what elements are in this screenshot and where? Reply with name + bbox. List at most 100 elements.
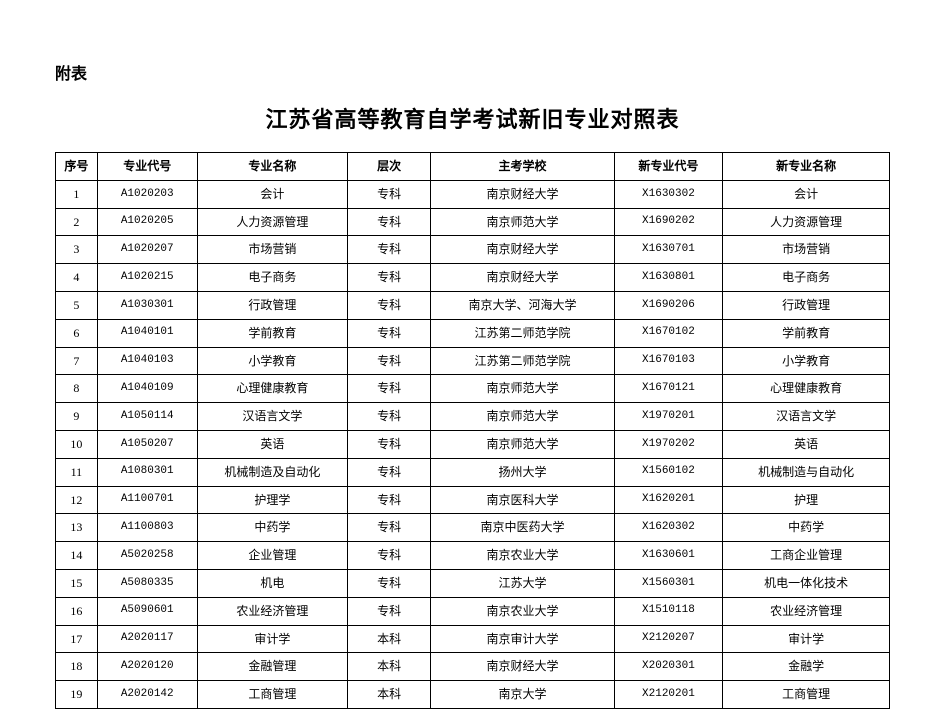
table-cell: 6 bbox=[56, 319, 98, 347]
table-cell: 专科 bbox=[347, 542, 430, 570]
table-row: 18A2020120金融管理本科南京财经大学X2020301金融学 bbox=[56, 653, 890, 681]
table-cell: 18 bbox=[56, 653, 98, 681]
table-cell: A2020142 bbox=[97, 681, 197, 709]
table-row: 16A5090601农业经济管理专科南京农业大学X1510118农业经济管理 bbox=[56, 597, 890, 625]
table-cell: 机械制造与自动化 bbox=[723, 458, 890, 486]
table-cell: 审计学 bbox=[197, 625, 347, 653]
table-cell: 专科 bbox=[347, 486, 430, 514]
table-cell: 13 bbox=[56, 514, 98, 542]
table-row: 13A1100803中药学专科南京中医药大学X1620302中药学 bbox=[56, 514, 890, 542]
table-cell: 工商企业管理 bbox=[723, 542, 890, 570]
table-cell: 专科 bbox=[347, 514, 430, 542]
table-row: 8A1040109心理健康教育专科南京师范大学X1670121心理健康教育 bbox=[56, 375, 890, 403]
table-cell: X1620302 bbox=[614, 514, 722, 542]
table-cell: 护理学 bbox=[197, 486, 347, 514]
table-cell: 专科 bbox=[347, 403, 430, 431]
table-cell: X1690202 bbox=[614, 208, 722, 236]
table-cell: A1100701 bbox=[97, 486, 197, 514]
table-cell: 江苏大学 bbox=[431, 569, 614, 597]
table-cell: X1630801 bbox=[614, 264, 722, 292]
table-cell: A1100803 bbox=[97, 514, 197, 542]
table-cell: 护理 bbox=[723, 486, 890, 514]
table-cell: 电子商务 bbox=[197, 264, 347, 292]
table-cell: 15 bbox=[56, 569, 98, 597]
table-cell: 南京农业大学 bbox=[431, 542, 614, 570]
table-row: 2A1020205人力资源管理专科南京师范大学X1690202人力资源管理 bbox=[56, 208, 890, 236]
table-cell: 专科 bbox=[347, 208, 430, 236]
table-row: 6A1040101学前教育专科江苏第二师范学院X1670102学前教育 bbox=[56, 319, 890, 347]
table-cell: 江苏第二师范学院 bbox=[431, 347, 614, 375]
table-cell: 行政管理 bbox=[723, 291, 890, 319]
table-cell: 审计学 bbox=[723, 625, 890, 653]
table-cell: 会计 bbox=[197, 180, 347, 208]
table-cell: 专科 bbox=[347, 264, 430, 292]
table-cell: X1670102 bbox=[614, 319, 722, 347]
table-cell: A5020258 bbox=[97, 542, 197, 570]
table-cell: X1630701 bbox=[614, 236, 722, 264]
table-cell: X1670103 bbox=[614, 347, 722, 375]
table-cell: 南京财经大学 bbox=[431, 180, 614, 208]
table-cell: 英语 bbox=[723, 430, 890, 458]
table-cell: 人力资源管理 bbox=[197, 208, 347, 236]
table-cell: 机械制造及自动化 bbox=[197, 458, 347, 486]
table-cell: 江苏第二师范学院 bbox=[431, 319, 614, 347]
table-cell: 行政管理 bbox=[197, 291, 347, 319]
table-cell: 专科 bbox=[347, 375, 430, 403]
major-comparison-table: 序号 专业代号 专业名称 层次 主考学校 新专业代号 新专业名称 1A10202… bbox=[55, 152, 890, 709]
table-cell: 南京师范大学 bbox=[431, 208, 614, 236]
table-cell: X1670121 bbox=[614, 375, 722, 403]
col-old-name: 专业名称 bbox=[197, 153, 347, 181]
table-cell: A1040103 bbox=[97, 347, 197, 375]
table-cell: 金融学 bbox=[723, 653, 890, 681]
table-cell: 3 bbox=[56, 236, 98, 264]
table-cell: X1620201 bbox=[614, 486, 722, 514]
table-cell: X2120201 bbox=[614, 681, 722, 709]
table-cell: A2020120 bbox=[97, 653, 197, 681]
table-cell: 专科 bbox=[347, 236, 430, 264]
table-cell: 工商管理 bbox=[197, 681, 347, 709]
table-cell: X1510118 bbox=[614, 597, 722, 625]
table-row: 9A1050114汉语言文学专科南京师范大学X1970201汉语言文学 bbox=[56, 403, 890, 431]
table-cell: 小学教育 bbox=[197, 347, 347, 375]
table-cell: 7 bbox=[56, 347, 98, 375]
table-cell: X2120207 bbox=[614, 625, 722, 653]
table-cell: 12 bbox=[56, 486, 98, 514]
table-cell: A1050207 bbox=[97, 430, 197, 458]
col-new-code: 新专业代号 bbox=[614, 153, 722, 181]
table-header: 序号 专业代号 专业名称 层次 主考学校 新专业代号 新专业名称 bbox=[56, 153, 890, 181]
table-row: 3A1020207市场营销专科南京财经大学X1630701市场营销 bbox=[56, 236, 890, 264]
table-cell: 8 bbox=[56, 375, 98, 403]
table-row: 11A1080301机械制造及自动化专科扬州大学X1560102机械制造与自动化 bbox=[56, 458, 890, 486]
table-cell: 南京财经大学 bbox=[431, 653, 614, 681]
table-row: 19A2020142工商管理本科南京大学X2120201工商管理 bbox=[56, 681, 890, 709]
table-cell: 汉语言文学 bbox=[197, 403, 347, 431]
table-cell: 17 bbox=[56, 625, 98, 653]
table-cell: A1020215 bbox=[97, 264, 197, 292]
table-cell: 南京师范大学 bbox=[431, 403, 614, 431]
page-title: 江苏省高等教育自学考试新旧专业对照表 bbox=[55, 102, 890, 134]
table-cell: A1020205 bbox=[97, 208, 197, 236]
table-row: 14A5020258企业管理专科南京农业大学X1630601工商企业管理 bbox=[56, 542, 890, 570]
table-cell: 汉语言文学 bbox=[723, 403, 890, 431]
table-cell: 企业管理 bbox=[197, 542, 347, 570]
col-school: 主考学校 bbox=[431, 153, 614, 181]
col-new-name: 新专业名称 bbox=[723, 153, 890, 181]
table-cell: X1560301 bbox=[614, 569, 722, 597]
table-cell: X1630601 bbox=[614, 542, 722, 570]
table-cell: 学前教育 bbox=[197, 319, 347, 347]
table-row: 7A1040103小学教育专科江苏第二师范学院X1670103小学教育 bbox=[56, 347, 890, 375]
table-cell: 专科 bbox=[347, 597, 430, 625]
table-cell: A1030301 bbox=[97, 291, 197, 319]
table-cell: 10 bbox=[56, 430, 98, 458]
col-index: 序号 bbox=[56, 153, 98, 181]
table-cell: 专科 bbox=[347, 180, 430, 208]
table-cell: 市场营销 bbox=[723, 236, 890, 264]
table-cell: 电子商务 bbox=[723, 264, 890, 292]
table-cell: 机电 bbox=[197, 569, 347, 597]
table-cell: 南京财经大学 bbox=[431, 236, 614, 264]
table-body: 1A1020203会计专科南京财经大学X1630302会计2A1020205人力… bbox=[56, 180, 890, 708]
table-cell: A1020203 bbox=[97, 180, 197, 208]
table-cell: 专科 bbox=[347, 569, 430, 597]
table-cell: 英语 bbox=[197, 430, 347, 458]
table-cell: 南京医科大学 bbox=[431, 486, 614, 514]
